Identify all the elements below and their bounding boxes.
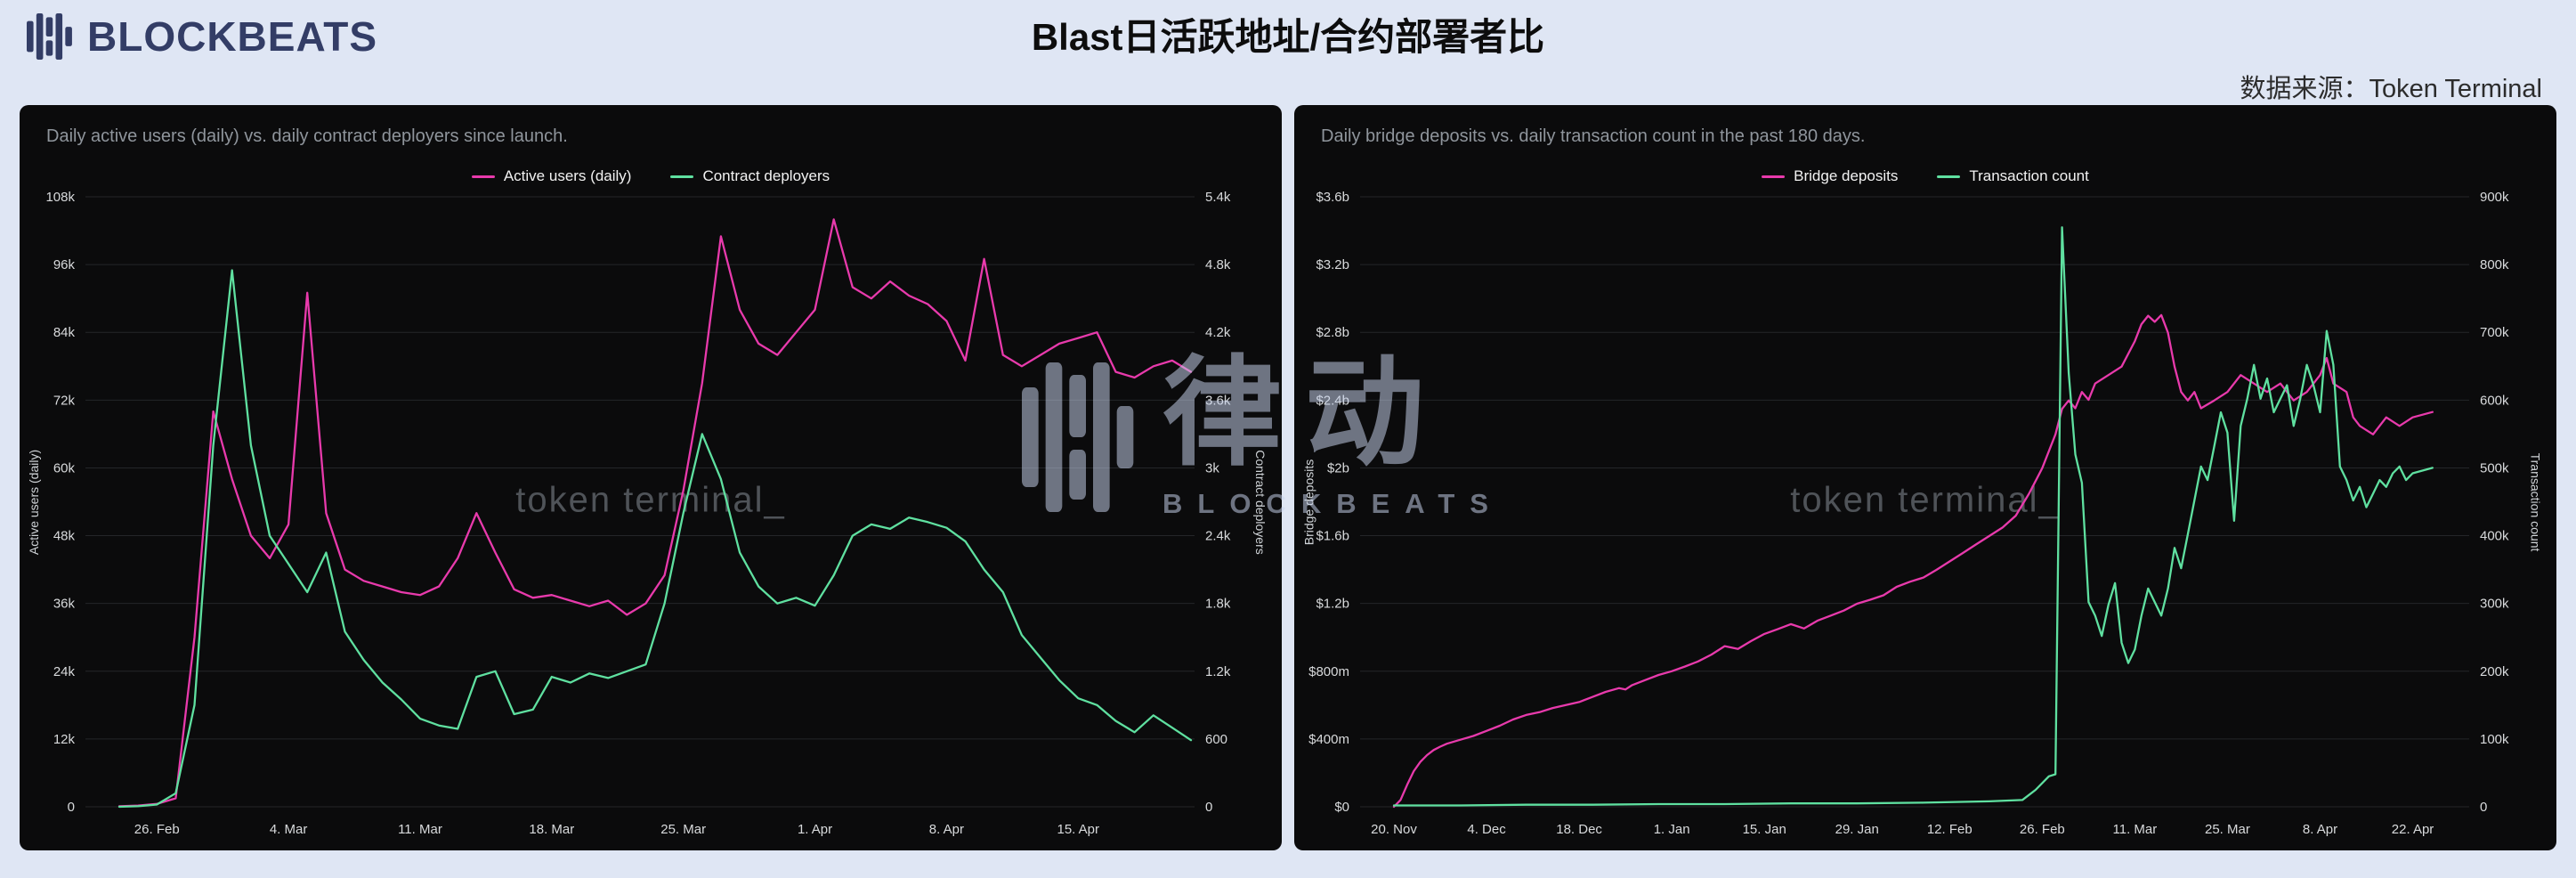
svg-text:1. Apr: 1. Apr	[798, 822, 832, 837]
svg-text:100k: 100k	[2480, 732, 2509, 747]
svg-text:15. Jan: 15. Jan	[1743, 822, 1786, 837]
svg-text:0: 0	[2480, 800, 2487, 815]
svg-text:48k: 48k	[53, 529, 76, 544]
svg-text:$800m: $800m	[1308, 664, 1349, 679]
chart-title: Daily active users (daily) vs. daily con…	[46, 126, 568, 146]
legend-item-contract-deployers[interactable]: Contract deployers	[670, 167, 830, 185]
svg-text:26. Feb: 26. Feb	[134, 822, 180, 837]
legend-swatch-green	[1937, 175, 1961, 178]
svg-text:22. Apr: 22. Apr	[2392, 822, 2434, 837]
svg-text:$2.4b: $2.4b	[1316, 393, 1349, 408]
charts-row: Daily active users (daily) vs. daily con…	[20, 105, 2556, 850]
svg-text:25. Mar: 25. Mar	[660, 822, 706, 837]
blockbeats-logo[interactable]: BLOCKBEATS	[27, 12, 377, 61]
svg-text:900k: 900k	[2480, 190, 2509, 205]
svg-text:$400m: $400m	[1308, 732, 1349, 747]
svg-text:2.4k: 2.4k	[1205, 529, 1231, 544]
legend-item-transaction-count[interactable]: Transaction count	[1937, 167, 2089, 185]
svg-text:11. Mar: 11. Mar	[398, 822, 442, 837]
svg-text:0: 0	[68, 800, 75, 815]
svg-text:11. Mar: 11. Mar	[2113, 822, 2158, 837]
svg-text:700k: 700k	[2480, 325, 2509, 340]
chart-panel-active-users: Daily active users (daily) vs. daily con…	[20, 105, 1282, 850]
svg-text:36k: 36k	[53, 597, 76, 612]
svg-text:$3.6b: $3.6b	[1316, 190, 1349, 205]
svg-text:60k: 60k	[53, 460, 76, 476]
chart-legend: Active users (daily) Contract deployers	[20, 167, 1282, 185]
legend-label: Transaction count	[1969, 167, 2089, 184]
header: BLOCKBEATS Blast日活跃地址/合约部署者比 数据来源：Token …	[0, 0, 2576, 105]
svg-text:26. Feb: 26. Feb	[2020, 822, 2065, 837]
svg-text:29. Jan: 29. Jan	[1835, 822, 1879, 837]
legend-label: Contract deployers	[702, 167, 830, 184]
legend-swatch-pink	[471, 175, 495, 178]
blockbeats-logo-text: BLOCKBEATS	[87, 13, 378, 60]
svg-text:3k: 3k	[1205, 460, 1219, 476]
legend-item-active-users[interactable]: Active users (daily)	[471, 167, 632, 185]
svg-text:$0: $0	[1334, 800, 1349, 815]
svg-text:20. Nov: 20. Nov	[1371, 822, 1417, 837]
svg-text:200k: 200k	[2480, 664, 2509, 679]
chart-canvas-0[interactable]: 0 0 12k 600 24k 1.2k 36k 1.8k 48k 2.4k 60k 3k 72k 3.6…	[20, 105, 1282, 850]
svg-text:96k: 96k	[53, 257, 76, 272]
data-source: 数据来源：Token Terminal	[2240, 68, 2542, 105]
legend-label: Active users (daily)	[503, 167, 632, 184]
svg-text:3.6k: 3.6k	[1205, 393, 1231, 408]
blockbeats-logo-icon	[27, 13, 72, 60]
legend-swatch-pink	[1762, 175, 1786, 178]
svg-text:600k: 600k	[2480, 393, 2509, 408]
chart-canvas-1[interactable]: $0 0 $400m 100k $800m 200k $1.2b 300k $1.6b 400k $…	[1294, 105, 2556, 850]
chart-panel-bridge-deposits: Daily bridge deposits vs. daily transact…	[1294, 105, 2556, 850]
svg-text:24k: 24k	[53, 664, 76, 679]
svg-text:18. Dec: 18. Dec	[1556, 822, 1602, 837]
svg-text:25. Mar: 25. Mar	[2205, 822, 2250, 837]
legend-swatch-green	[670, 175, 694, 178]
svg-text:4.2k: 4.2k	[1205, 325, 1231, 340]
svg-text:1.2k: 1.2k	[1205, 664, 1231, 679]
svg-text:108k: 108k	[45, 190, 75, 205]
svg-text:8. Apr: 8. Apr	[929, 822, 964, 837]
chart-title: Daily bridge deposits vs. daily transact…	[1321, 126, 1866, 146]
svg-text:600: 600	[1205, 732, 1227, 747]
svg-text:$1.2b: $1.2b	[1316, 597, 1349, 612]
svg-text:4.8k: 4.8k	[1205, 257, 1231, 272]
svg-text:$1.6b: $1.6b	[1316, 529, 1349, 544]
legend-item-bridge-deposits[interactable]: Bridge deposits	[1762, 167, 1898, 185]
svg-text:300k: 300k	[2480, 597, 2509, 612]
svg-text:5.4k: 5.4k	[1205, 190, 1231, 205]
svg-text:4. Dec: 4. Dec	[1467, 822, 1506, 837]
data-source-label: 数据来源：	[2240, 75, 2369, 103]
data-source-value: Token Terminal	[2369, 75, 2542, 103]
svg-text:800k: 800k	[2480, 257, 2509, 272]
svg-text:4. Mar: 4. Mar	[270, 822, 308, 837]
svg-text:12k: 12k	[53, 732, 76, 747]
svg-text:0: 0	[1205, 800, 1212, 815]
svg-text:72k: 72k	[53, 393, 76, 408]
svg-text:8. Apr: 8. Apr	[2303, 822, 2337, 837]
svg-text:400k: 400k	[2480, 529, 2509, 544]
svg-text:15. Apr: 15. Apr	[1057, 822, 1099, 837]
svg-text:84k: 84k	[53, 325, 76, 340]
legend-label: Bridge deposits	[1794, 167, 1899, 184]
page-title: Blast日活跃地址/合约部署者比	[1031, 16, 1545, 58]
svg-text:$3.2b: $3.2b	[1316, 257, 1349, 272]
svg-text:1.8k: 1.8k	[1205, 597, 1231, 612]
svg-text:$2.8b: $2.8b	[1316, 325, 1349, 340]
svg-text:1. Jan: 1. Jan	[1654, 822, 1690, 837]
chart-legend: Bridge deposits Transaction count	[1294, 167, 2556, 185]
svg-text:$2b: $2b	[1327, 460, 1349, 476]
svg-text:18. Mar: 18. Mar	[529, 822, 574, 837]
svg-text:500k: 500k	[2480, 460, 2509, 476]
svg-text:12. Feb: 12. Feb	[1927, 822, 1973, 837]
